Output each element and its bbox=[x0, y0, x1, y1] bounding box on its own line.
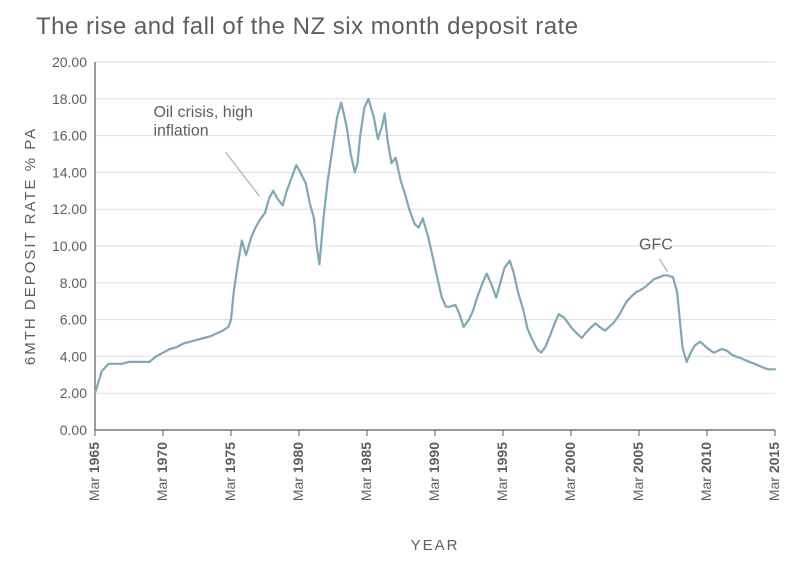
x-tick-label: Mar 1970 bbox=[154, 442, 170, 501]
x-axis-label: YEAR bbox=[411, 537, 460, 554]
annotation-leader-line bbox=[659, 259, 667, 272]
x-tick-label: Mar 1990 bbox=[426, 442, 442, 501]
x-tick-label: Mar 2005 bbox=[630, 442, 646, 501]
y-tick-labels: 0.00 2.00 4.00 6.00 8.00 10.00 12.00 14.00 16.00… bbox=[52, 54, 87, 438]
y-tick-label: 20.00 bbox=[52, 54, 87, 70]
y-tick-label: 10.00 bbox=[52, 238, 87, 254]
x-tick-labels: Mar 1965 Mar 1970 Mar 1975 Mar 1980 Mar 1985… bbox=[86, 430, 782, 501]
x-tick-label: Mar 1980 bbox=[290, 442, 306, 501]
x-tick-label: Mar 1965 bbox=[86, 442, 102, 501]
y-tick-label: 8.00 bbox=[60, 275, 87, 291]
y-tick-label: 6.00 bbox=[60, 312, 87, 328]
x-tick-label: Mar 1995 bbox=[494, 442, 510, 501]
x-tick-label: Mar 1975 bbox=[222, 442, 238, 501]
chart-title: The rise and fall of the NZ six month de… bbox=[36, 13, 579, 40]
x-tick-label: Mar 1985 bbox=[358, 442, 374, 501]
chart-container: { "title": "The rise and fall of the NZ … bbox=[0, 0, 800, 579]
y-axis-label: 6MTH DEPOSIT RATE % PA bbox=[22, 127, 39, 365]
y-tick-label: 14.00 bbox=[52, 164, 87, 180]
annotation-leader-line bbox=[226, 152, 260, 196]
annotations: Oil crisis, highinflation GFC bbox=[153, 104, 672, 272]
annotation-label: Oil crisis, highinflation bbox=[153, 104, 253, 139]
y-tick-label: 18.00 bbox=[52, 91, 87, 107]
x-tick-label: Mar 2000 bbox=[562, 442, 578, 501]
x-tick-label: Mar 2010 bbox=[698, 442, 714, 501]
y-tick-label: 2.00 bbox=[60, 385, 87, 401]
annotation-label: GFC bbox=[639, 237, 673, 254]
line-chart: The rise and fall of the NZ six month de… bbox=[0, 0, 800, 579]
y-tick-label: 16.00 bbox=[52, 128, 87, 144]
y-tick-label: 4.00 bbox=[60, 348, 87, 364]
y-tick-label: 12.00 bbox=[52, 201, 87, 217]
y-tick-label: 0.00 bbox=[60, 422, 87, 438]
x-tick-label: Mar 2015 bbox=[766, 442, 782, 501]
